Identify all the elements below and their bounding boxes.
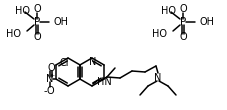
Text: P: P [180, 17, 186, 27]
Text: O: O [179, 32, 187, 42]
Text: P: P [34, 17, 40, 27]
Text: N: N [154, 73, 162, 83]
Text: N: N [46, 74, 54, 84]
Text: HO: HO [6, 29, 21, 39]
Text: N: N [89, 57, 97, 67]
Text: +: + [50, 73, 55, 78]
Text: O: O [33, 32, 41, 42]
Text: HN: HN [97, 77, 112, 87]
Text: Cl: Cl [59, 58, 69, 68]
Text: -: - [44, 86, 47, 96]
Text: HO: HO [15, 6, 30, 16]
Text: OH: OH [200, 17, 215, 27]
Text: O: O [47, 63, 55, 73]
Text: HO: HO [152, 29, 167, 39]
Text: HO: HO [160, 6, 175, 16]
Text: O: O [179, 4, 187, 14]
Text: O: O [46, 86, 54, 96]
Text: O: O [33, 4, 41, 14]
Text: OH: OH [54, 17, 69, 27]
